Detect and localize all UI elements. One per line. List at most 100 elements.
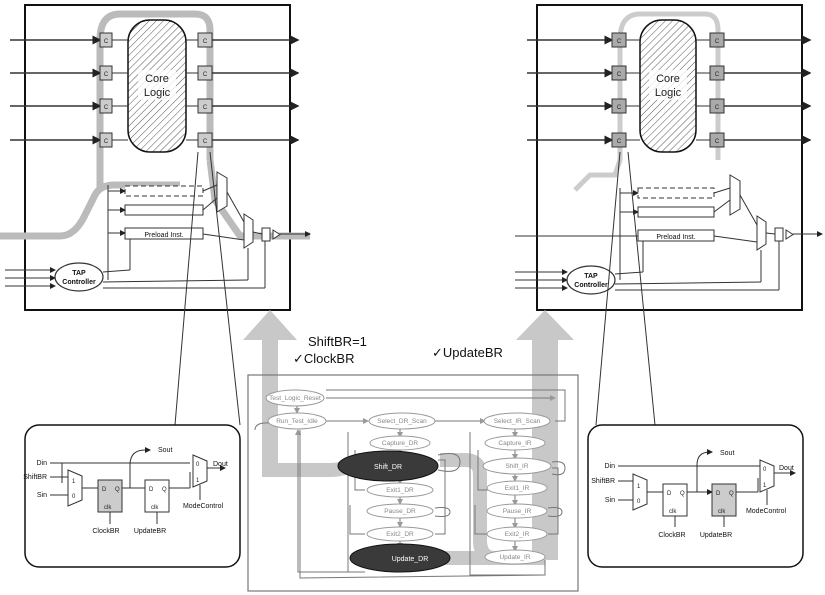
left-mux-2	[243, 213, 254, 249]
svg-text:1: 1	[637, 484, 641, 490]
svg-text:C: C	[715, 105, 720, 111]
fsm-border	[247, 374, 579, 592]
right-tap-label-1: TAP	[584, 273, 598, 280]
right-tdo-ff	[774, 227, 784, 242]
left-bsc-in-1: C	[99, 32, 113, 48]
svg-text:C: C	[104, 139, 109, 145]
svg-text:C: C	[104, 39, 109, 45]
left-cell-mux-in	[67, 469, 83, 507]
state-run-test-idle: Run_Test_Idle	[267, 412, 327, 430]
svg-text:C: C	[203, 139, 208, 145]
svg-text:C: C	[203, 105, 208, 111]
left-cell-shiftbr: ShiftBR	[23, 474, 47, 481]
right-bsc-in-2: C	[611, 65, 627, 81]
svg-text:Q: Q	[680, 491, 685, 497]
svg-text:C: C	[104, 105, 109, 111]
svg-text:C: C	[203, 39, 208, 45]
left-cell-dout: Dout	[213, 461, 228, 468]
svg-text:D: D	[716, 491, 721, 497]
svg-text:Update_DR: Update_DR	[392, 556, 429, 563]
svg-text:Pause_DR: Pause_DR	[384, 508, 416, 515]
left-preload-label: Preload Inst.	[144, 232, 183, 239]
svg-text:Capture_IR: Capture_IR	[498, 440, 532, 447]
svg-text:Update_IR: Update_IR	[499, 554, 530, 561]
state-capture-ir: Capture_IR	[484, 435, 546, 451]
right-tap-controller	[566, 265, 616, 295]
left-zoom-line-1	[174, 151, 199, 426]
right-cell-capture-ff	[662, 483, 688, 517]
state-select-ir: Select_IR_Scan	[483, 412, 551, 430]
state-shift-ir: Shift_IR	[482, 457, 552, 475]
left-scan-path-top	[96, 10, 214, 190]
tap-fsm: Test_Logic_Reset Run_Test_Idle Select_DR…	[243, 310, 579, 592]
right-cell-mux-out	[759, 459, 775, 493]
left-cell-sout: Sout	[158, 447, 172, 454]
right-bsc-out-2: C	[709, 65, 725, 81]
left-tdo-buffer	[272, 229, 281, 240]
right-chip: Core Logic C C C C C C C C Preload Inst.	[515, 4, 823, 311]
right-bsc-in-3: C	[611, 98, 627, 114]
right-core-label-1: Core	[656, 73, 680, 85]
state-update-dr: Update_DR	[349, 543, 451, 573]
svg-text:C: C	[715, 39, 720, 45]
left-cell-capture-ff	[97, 479, 123, 513]
state-pause-ir: Pause_IR	[486, 503, 548, 519]
state-exit1-ir: Exit1_IR	[486, 480, 548, 496]
svg-text:Exit2_IR: Exit2_IR	[505, 531, 530, 538]
svg-text:Shift_DR: Shift_DR	[374, 464, 402, 471]
left-tap-label-1: TAP	[72, 270, 86, 277]
left-bsc-out-4: C	[197, 132, 213, 148]
svg-text:Run_Test_Idle: Run_Test_Idle	[276, 418, 318, 425]
svg-text:Exit1_IR: Exit1_IR	[505, 485, 530, 492]
svg-text:C: C	[617, 39, 622, 45]
left-bsc-in-4: C	[99, 132, 113, 148]
right-bsc-out-4: C	[709, 132, 725, 148]
svg-text:Q: Q	[729, 491, 734, 497]
right-zoom-line-1	[595, 151, 621, 426]
left-bsc-out-3: C	[197, 98, 213, 114]
right-tap-label-2: Controller	[574, 282, 608, 289]
right-mux-1	[729, 174, 741, 216]
svg-text:C: C	[715, 72, 720, 78]
svg-text:C: C	[617, 139, 622, 145]
right-cell-clockbr: ClockBR	[658, 532, 685, 539]
svg-text:clk: clk	[718, 509, 726, 515]
svg-text:D: D	[102, 487, 107, 493]
state-capture-dr: Capture_DR	[369, 435, 431, 451]
left-bsc-in-3: C	[99, 98, 113, 114]
left-cell-detail: Din ShiftBR Sin 1 0 D Q clk ClockBR Sout…	[23, 424, 241, 568]
annotation-shift-br: ShiftBR=1	[308, 334, 367, 349]
left-cell-din: Din	[36, 460, 47, 467]
right-cell-detail: Din ShiftBR Sin 1 0 D Q clk ClockBR Sout…	[587, 424, 804, 568]
right-cell-mux-in	[632, 473, 648, 511]
svg-text:C: C	[617, 105, 622, 111]
state-exit2-ir: Exit2_IR	[486, 526, 548, 542]
right-bsc-out-3: C	[709, 98, 725, 114]
svg-text:C: C	[715, 139, 720, 145]
right-cell-updatebr: UpdateBR	[700, 532, 732, 539]
svg-text:clk: clk	[151, 505, 159, 511]
right-cell-modecontrol: ModeControl	[746, 508, 787, 515]
state-select-dr: Select_DR_Scan	[368, 412, 436, 430]
right-mux-2	[756, 215, 767, 251]
left-tap-controller	[54, 262, 104, 292]
left-up-arrow	[243, 310, 297, 470]
svg-text:0: 0	[196, 462, 200, 468]
svg-text:0: 0	[72, 494, 76, 500]
left-zoom-line-2	[209, 151, 241, 426]
svg-text:Exit1_DR: Exit1_DR	[386, 487, 414, 494]
right-cell-din: Din	[604, 463, 615, 470]
svg-text:Capture_DR: Capture_DR	[382, 440, 418, 447]
left-chip: Core Logic C C C C C C C C Preload I	[0, 4, 311, 311]
state-shift-dr: Shift_DR	[337, 450, 439, 482]
state-exit2-dr: Exit2_DR	[366, 526, 434, 542]
svg-text:Q: Q	[162, 487, 167, 493]
svg-text:0: 0	[637, 499, 641, 505]
left-cell-sin: Sin	[37, 492, 47, 499]
right-bsc-in-1: C	[611, 32, 627, 48]
annotation-clock-br: ✓ClockBR	[293, 351, 354, 366]
left-cell-updatebr: UpdateBR	[134, 528, 166, 535]
svg-text:1: 1	[196, 478, 200, 484]
right-bypass-register	[637, 187, 715, 199]
annotation-update-br: ✓UpdateBR	[432, 345, 503, 360]
